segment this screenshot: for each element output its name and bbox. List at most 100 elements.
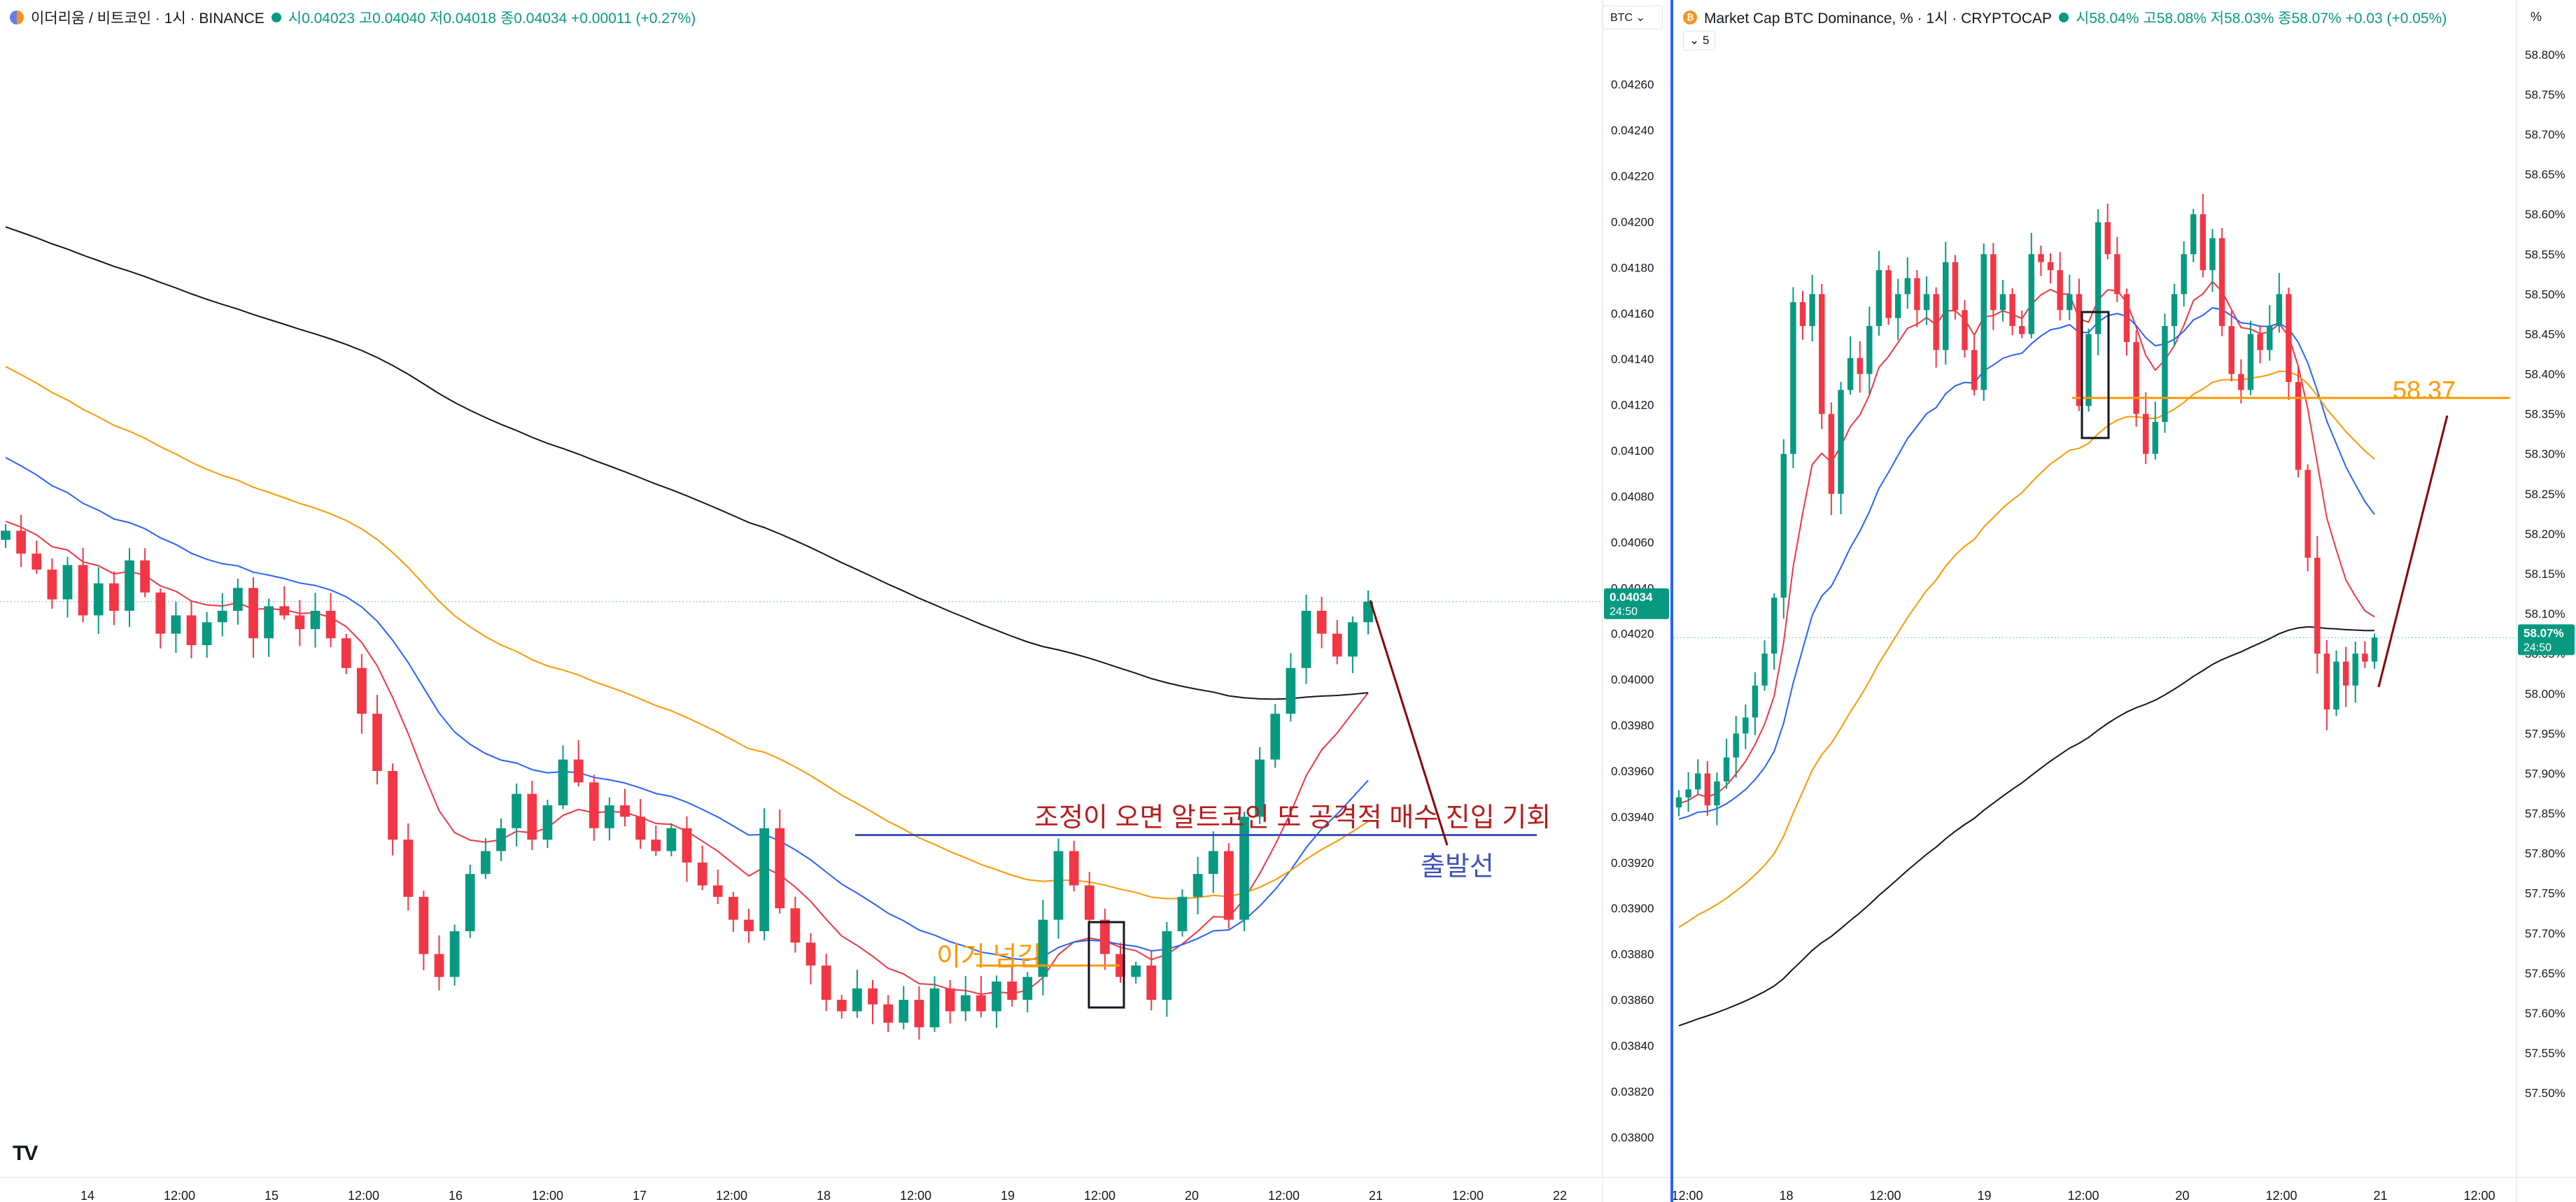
price-axis-label: 0.04180 — [1611, 261, 1654, 274]
btc-coin-icon: ₿ — [1683, 10, 1697, 24]
candle — [1838, 390, 1844, 494]
candle — [357, 667, 367, 714]
price-axis-label: 58.00% — [2525, 687, 2566, 700]
right-chart-pane[interactable]: 58.80% 58.75% 58.70% 58.65% 58.60% 58.55% 58.5… — [1670, 0, 2576, 1202]
candle — [2257, 334, 2263, 351]
candle — [264, 606, 274, 639]
price-axis-label: 0.04060 — [1611, 536, 1654, 549]
right-symbol-title[interactable]: Market Cap BTC Dominance, % · 1시 · CRYPT… — [1704, 10, 2053, 27]
candle — [1162, 931, 1172, 1001]
candle — [2266, 326, 2273, 351]
time-axis-label: 12:00 — [1268, 1189, 1300, 1202]
annotation-main: 조정이 오면 알트코인 또 공격적 매수 진입 기회 — [1034, 803, 1551, 833]
candle — [2333, 661, 2339, 710]
price-axis-label: 58.45% — [2525, 327, 2566, 341]
ema-mid-line — [1678, 306, 2375, 820]
left-chart-pane[interactable]: 0.04260 0.04240 0.04220 0.04200 0.04180 0.041… — [0, 0, 1670, 1202]
right-ohlc-values: 시58.04% 고58.08% 저58.03% 종58.07% +0.03 (+… — [2076, 10, 2447, 27]
candle — [1999, 294, 2006, 311]
ema-slow-line — [5, 366, 1369, 900]
time-axis-label: 12:00 — [1673, 1189, 1703, 1202]
price-axis-label: 57.80% — [2525, 847, 2566, 861]
candle — [465, 874, 475, 931]
price-axis-label: 58.15% — [2525, 567, 2566, 581]
candle — [883, 1004, 893, 1023]
last-price-value: 58.07% — [2524, 626, 2564, 639]
time-axis-label: 12:00 — [2067, 1189, 2099, 1202]
candle — [1255, 759, 1265, 817]
price-axis-label: 58.35% — [2525, 408, 2566, 421]
price-axis-label: 57.70% — [2525, 927, 2566, 940]
candle — [1761, 653, 1768, 686]
candle — [1943, 262, 1949, 351]
time-axis-label: 22 — [1553, 1189, 1567, 1202]
candle — [1363, 601, 1373, 623]
time-axis-label: 18 — [1779, 1189, 1793, 1202]
candle — [1971, 350, 1978, 390]
currency-select[interactable]: BTC ⌄ — [1603, 6, 1663, 29]
candle — [899, 1000, 909, 1023]
time-axis-label: 12:00 — [1084, 1189, 1115, 1202]
time-axis-label: 15 — [265, 1189, 279, 1202]
time-axis-label: 17 — [633, 1189, 647, 1202]
candle — [805, 942, 816, 966]
candle — [2104, 222, 2111, 255]
candle — [1177, 896, 1188, 931]
candle — [16, 530, 26, 554]
candle — [992, 981, 1001, 1012]
candle — [171, 615, 181, 634]
ema-fast-line — [1678, 280, 2375, 805]
candle — [248, 588, 258, 639]
candle — [2152, 422, 2159, 454]
candle — [481, 851, 491, 875]
time-axis-label: 20 — [1185, 1189, 1199, 1202]
time-axis-label: 12:00 — [2265, 1189, 2297, 1202]
candle — [2123, 294, 2130, 342]
candle — [2323, 653, 2330, 710]
price-axis-label: 57.60% — [2525, 1007, 2566, 1020]
candle — [2190, 214, 2197, 255]
price-axis-label: 0.03800 — [1611, 1131, 1654, 1144]
btc-dominance-chart[interactable]: 58.80% 58.75% 58.70% 58.65% 58.60% 58.55% 58.5… — [1673, 0, 2576, 1202]
price-axis-label: 58.25% — [2525, 488, 2566, 501]
price-axis-label: 0.04220 — [1611, 170, 1654, 183]
candle — [496, 828, 506, 851]
left-symbol-title[interactable]: 이더리움 / 비트코인 · 1시 · BINANCE — [31, 10, 265, 27]
price-axis-label: 0.04160 — [1611, 307, 1654, 320]
price-axis-label: 58.10% — [2525, 607, 2566, 621]
indicators-collapse-button[interactable]: ⌄ 5 — [1683, 31, 1716, 50]
time-axis-label: 12:00 — [164, 1189, 195, 1202]
candle — [929, 988, 940, 1028]
candle — [960, 995, 971, 1012]
countdown-value: 24:50 — [2524, 642, 2552, 653]
price-axis-label: 58.30% — [2525, 448, 2566, 461]
candle — [1952, 262, 1959, 311]
price-axis-label: 0.04260 — [1611, 78, 1654, 92]
candle — [295, 615, 305, 630]
eth-btc-chart[interactable]: 0.04260 0.04240 0.04220 0.04200 0.04180 0.041… — [0, 0, 1670, 1202]
candle — [125, 560, 134, 611]
candle — [1301, 611, 1311, 668]
candle — [1723, 757, 1730, 782]
candle — [1771, 598, 1778, 654]
price-axis-label: 58.40% — [2525, 368, 2566, 381]
projection-arrow — [2377, 415, 2449, 688]
candle — [434, 954, 444, 977]
price-axis-label: 0.03840 — [1611, 1039, 1654, 1052]
candle — [1208, 851, 1218, 875]
price-axis-label: 58.55% — [2525, 248, 2566, 261]
candle — [836, 1000, 847, 1012]
candle — [1819, 294, 1825, 414]
tradingview-logo[interactable]: TV — [13, 1142, 38, 1165]
candle — [1980, 254, 1987, 390]
candle — [1084, 885, 1095, 920]
candle — [233, 588, 243, 611]
time-axis-label: 19 — [1977, 1189, 1991, 1202]
candle — [388, 770, 397, 840]
candle — [1146, 965, 1157, 1001]
candle — [1053, 851, 1064, 920]
candle — [744, 919, 754, 931]
candle — [1286, 667, 1296, 714]
candle — [2342, 661, 2349, 686]
ema-long-line — [5, 226, 1369, 700]
